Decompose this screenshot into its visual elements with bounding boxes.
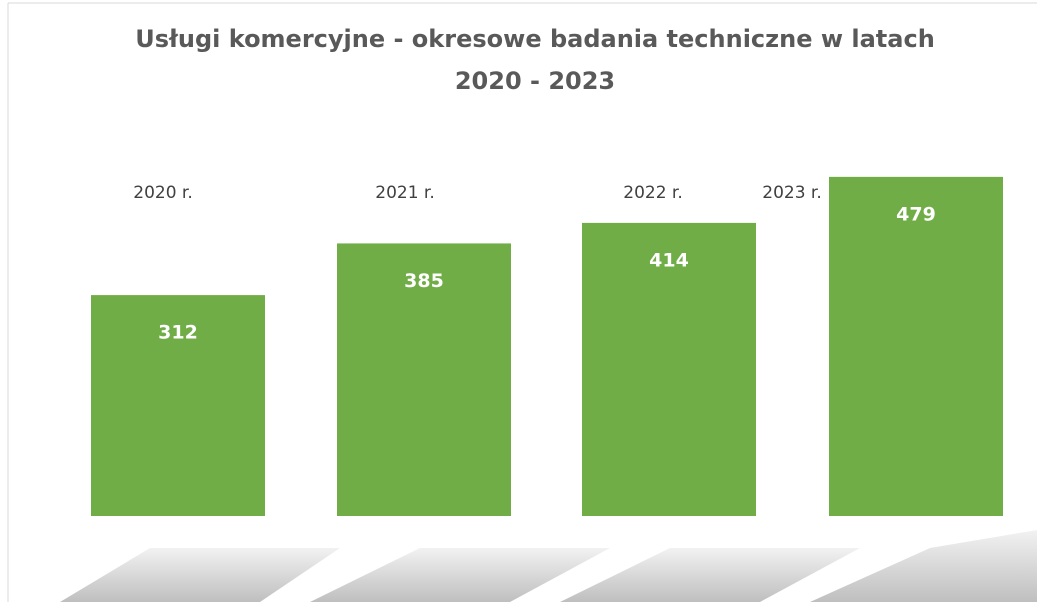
category-label: 2021 r.	[375, 183, 435, 203]
data-label: 312	[158, 322, 198, 344]
floor-shape	[310, 548, 610, 602]
floor-shape	[810, 530, 1037, 602]
chart-title: Usługi komercyjne - okresowe badania tec…	[135, 25, 935, 95]
category-label: 2020 r.	[133, 183, 193, 203]
bar	[582, 222, 756, 516]
category-label: 2023 r.	[762, 183, 822, 203]
bar	[337, 243, 511, 517]
data-label: 385	[404, 270, 444, 292]
bar	[91, 295, 265, 516]
floor-shape	[560, 548, 860, 602]
data-label: 414	[649, 249, 689, 271]
data-label: 479	[896, 203, 936, 225]
category-label: 2022 r.	[623, 183, 683, 203]
floor-shape	[60, 548, 340, 602]
bar	[829, 176, 1003, 517]
